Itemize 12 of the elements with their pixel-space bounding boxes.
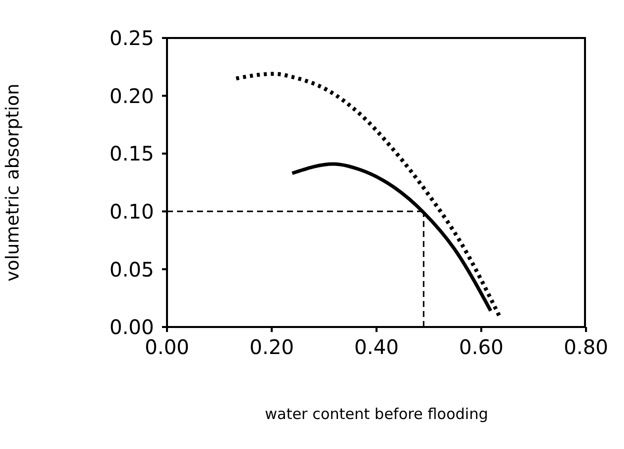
line-series bbox=[234, 72, 502, 318]
x-tick-label: 0.40 bbox=[354, 335, 399, 360]
x-tick-label: 0.20 bbox=[249, 335, 294, 360]
x-axis-title: water content before flooding bbox=[264, 405, 488, 423]
y-tick-label: 0.15 bbox=[109, 142, 154, 166]
y-tick-label: 0.25 bbox=[109, 26, 154, 50]
y-tick-label: 0.05 bbox=[109, 257, 154, 282]
y-tick-label: 0.10 bbox=[109, 200, 154, 224]
y-tick-label: 0.20 bbox=[109, 84, 154, 108]
y-axis-title: volumetric absorption bbox=[2, 84, 24, 282]
x-tick-label: 0.60 bbox=[458, 335, 504, 360]
x-tick-label: 0.80 bbox=[564, 335, 608, 360]
